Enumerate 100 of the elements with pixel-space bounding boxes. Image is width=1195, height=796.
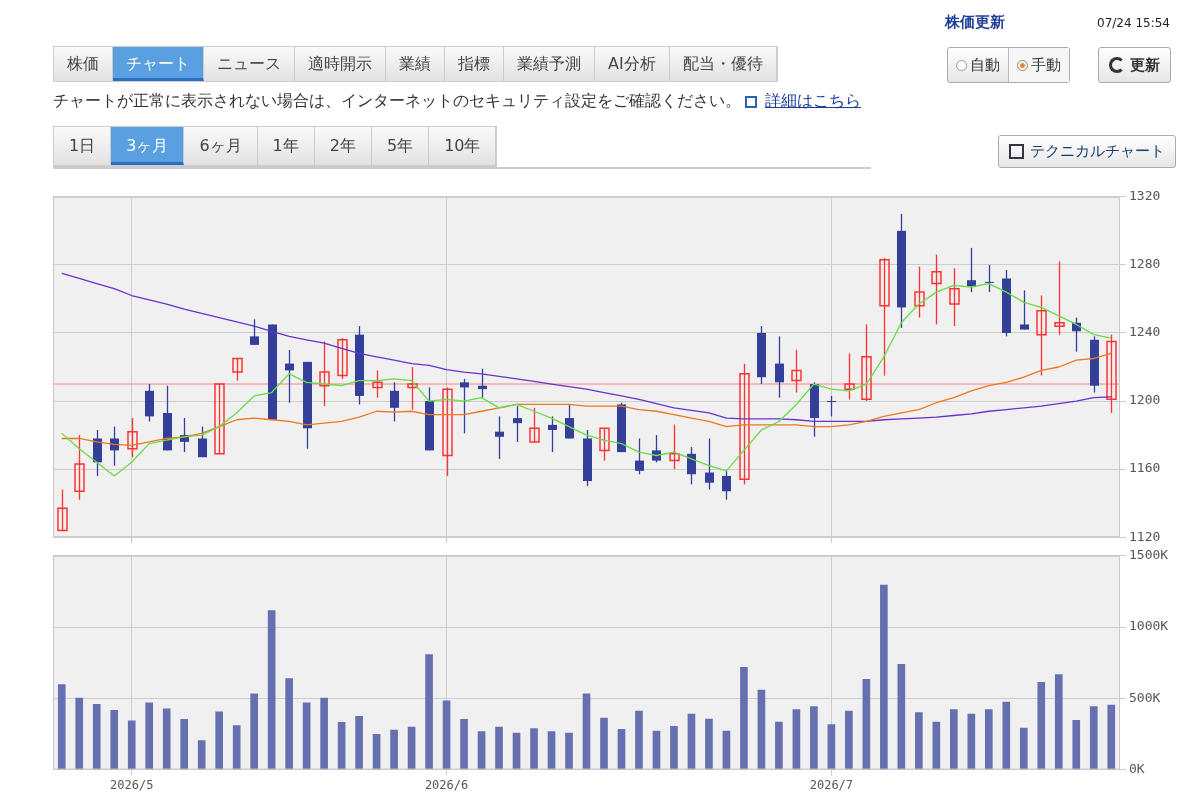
bar: [1089, 706, 1098, 770]
candlestick: [319, 340, 330, 407]
y-tick-label: 1280: [1129, 256, 1161, 272]
candlestick: [599, 427, 610, 462]
candlestick: [390, 381, 399, 423]
text: 適時開示: [295, 47, 386, 81]
candlestick: [232, 357, 243, 382]
candlestick: [1054, 260, 1065, 336]
candlestick: [1020, 289, 1029, 331]
bar: [600, 717, 608, 770]
bar: [950, 709, 958, 770]
y-tick-label: 1240: [1129, 324, 1161, 340]
text: AI分析: [595, 47, 670, 81]
bar: [565, 732, 573, 770]
text: ニュース: [204, 47, 295, 81]
bar: [162, 708, 171, 770]
candlestick: [548, 415, 557, 453]
text: 5年: [371, 127, 430, 165]
bar: [1054, 674, 1063, 770]
candlestick: [861, 323, 872, 402]
x-tick-label: 2026/7: [809, 777, 854, 792]
bar: [75, 697, 84, 770]
candlestick: [93, 429, 102, 477]
y-tick-label: 500K: [1129, 689, 1161, 705]
candlestick: [1036, 294, 1047, 377]
y-tick-label: 0K: [1129, 760, 1145, 776]
bar: [984, 709, 993, 770]
bar: [355, 716, 363, 770]
candlestick: [1106, 334, 1117, 414]
text: チャート: [113, 47, 204, 81]
candlestick: [442, 386, 453, 477]
candlestick: [791, 349, 802, 394]
candlestick: [652, 434, 661, 463]
bar: [267, 610, 276, 770]
text: 自動: [970, 55, 1000, 75]
candlestick: [844, 352, 855, 400]
y-tick-label: 1320: [1129, 188, 1161, 204]
candlestick: [407, 366, 418, 411]
bar: [845, 710, 853, 770]
bar: [285, 678, 293, 770]
bar: [495, 726, 503, 770]
bar: [757, 689, 766, 770]
candlestick: [372, 369, 383, 399]
text: 株価: [54, 47, 113, 81]
bar: [250, 693, 258, 770]
candlestick: [198, 425, 207, 458]
candlestick: [687, 446, 696, 486]
bar: [810, 706, 818, 770]
y-tick-label: 1120: [1129, 528, 1161, 544]
bar: [1107, 704, 1116, 770]
text: 07/24 15:54: [1097, 16, 1170, 30]
candlestick: [931, 254, 942, 326]
text: 6ヶ月: [184, 127, 258, 165]
candlestick: [827, 395, 836, 418]
bar: [670, 726, 678, 770]
candlestick: [635, 437, 644, 475]
candlestick: [110, 425, 119, 467]
candlestick: [722, 470, 731, 501]
bar: [705, 718, 713, 770]
bar: [92, 703, 101, 770]
candlestick: [529, 407, 540, 443]
bar: [1072, 720, 1081, 770]
x-tick-label: 2026/6: [424, 777, 469, 792]
bar: [792, 709, 801, 770]
candlestick: [879, 257, 890, 377]
bar: [1002, 701, 1011, 770]
text: 手動: [1031, 55, 1061, 75]
bar: [180, 719, 189, 770]
text: 株価更新: [945, 13, 1005, 32]
bar: [880, 584, 888, 770]
candlestick: [775, 335, 784, 399]
bar: [635, 710, 643, 770]
bar: [775, 721, 783, 770]
candlestick: [985, 264, 994, 293]
candlestick: [74, 434, 85, 501]
text: 指標: [445, 47, 504, 81]
candlestick: [513, 405, 522, 443]
candlestick: [337, 337, 348, 380]
candlestick: [127, 417, 138, 458]
candlestick: [914, 265, 925, 319]
text: テクニカルチャート: [1030, 142, 1165, 161]
bar: [425, 654, 433, 770]
text: 3ヶ月: [111, 127, 185, 165]
bar: [110, 709, 119, 770]
candlestick: [214, 383, 225, 455]
bar: [1037, 681, 1046, 770]
bar: [1019, 727, 1028, 770]
bar: [127, 720, 136, 770]
bar: [740, 666, 748, 770]
text: 詳細はこちら: [765, 91, 861, 112]
y-tick-label: 1200: [1129, 392, 1161, 408]
bar: [582, 693, 591, 770]
bar: [897, 663, 906, 770]
bar: [197, 740, 206, 770]
bar: [320, 697, 328, 770]
bar: [57, 684, 66, 770]
candlestick: [250, 318, 259, 346]
text: 2年: [314, 127, 372, 165]
candlestick: [739, 362, 750, 486]
candlestick: [949, 267, 960, 327]
